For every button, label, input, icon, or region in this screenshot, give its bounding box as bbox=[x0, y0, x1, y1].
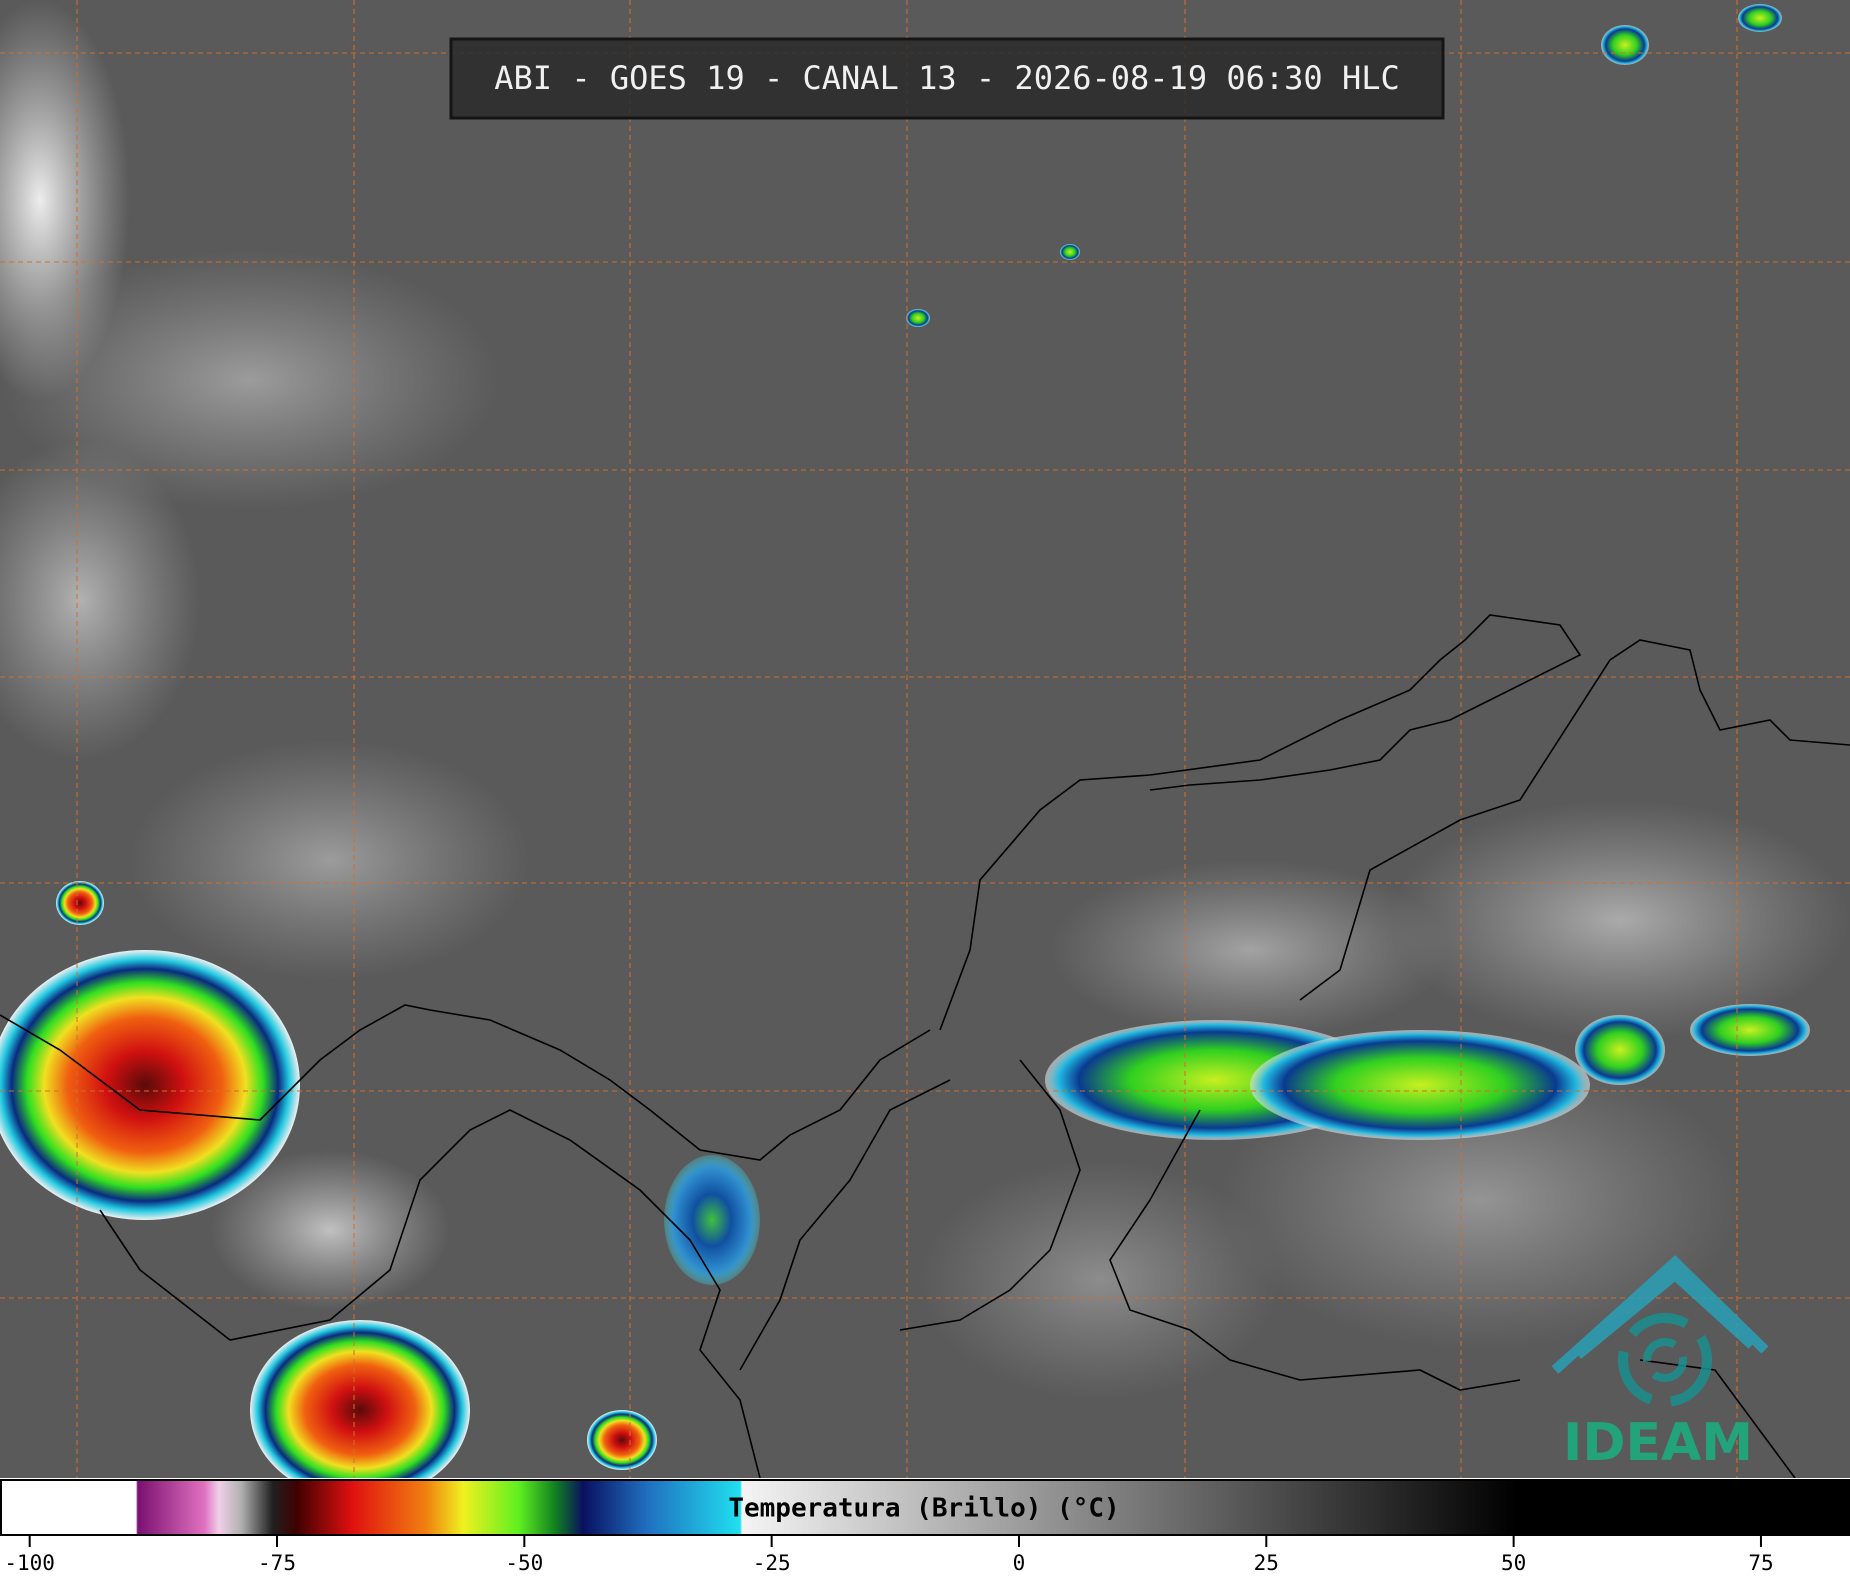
colorbar-ticks: -100 -75 -50 -25 0 25 50 75 bbox=[4, 1535, 1774, 1575]
convective-cells bbox=[0, 4, 1810, 1500]
tick-label: 50 bbox=[1501, 1551, 1526, 1575]
tick-label: -75 bbox=[258, 1551, 296, 1575]
tick-label: 0 bbox=[1013, 1551, 1026, 1575]
logo: IDEAM bbox=[1551, 1255, 1769, 1473]
tick-label: -25 bbox=[753, 1551, 791, 1575]
tick-label: 25 bbox=[1254, 1551, 1279, 1575]
colorbar bbox=[0, 1479, 1850, 1536]
title: ABI - GOES 19 - CANAL 13 - 2026-08-19 06… bbox=[494, 59, 1399, 97]
title-box bbox=[449, 37, 1445, 120]
logo-text: IDEAM bbox=[1563, 1413, 1753, 1473]
tick-label: -100 bbox=[4, 1551, 55, 1575]
tick-label: 75 bbox=[1748, 1551, 1773, 1575]
graticule bbox=[0, 0, 1850, 1478]
tick-label: -50 bbox=[505, 1551, 543, 1575]
coastlines bbox=[0, 614, 1850, 1479]
colorbar-label: Temperatura (Brillo) (°C) bbox=[728, 1494, 1119, 1524]
